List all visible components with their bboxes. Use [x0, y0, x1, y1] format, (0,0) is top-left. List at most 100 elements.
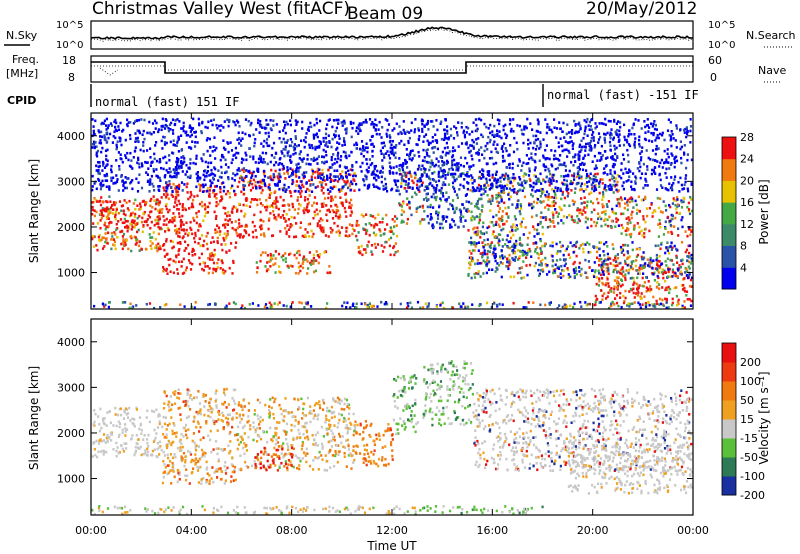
range-gate-cell	[432, 186, 435, 189]
range-gate-cell	[354, 306, 357, 310]
range-gate-cell	[137, 244, 140, 248]
range-gate-cell	[425, 192, 428, 196]
range-gate-cell	[652, 304, 655, 308]
range-gate-cell	[319, 172, 322, 175]
range-gate-cell	[136, 161, 139, 165]
range-gate-cell	[619, 284, 623, 288]
range-gate-cell	[176, 268, 179, 271]
range-gate-cell	[638, 135, 641, 139]
range-gate-cell	[230, 186, 233, 190]
range-gate-cell	[312, 135, 316, 139]
range-gate-cell	[501, 185, 504, 188]
range-gate-cell	[297, 272, 300, 275]
range-gate-cell	[583, 196, 586, 199]
range-gate-cell	[482, 192, 485, 196]
range-gate-cell	[609, 262, 612, 265]
range-gate-cell	[162, 244, 165, 247]
range-gate-cell	[578, 211, 581, 215]
range-gate-cell	[349, 214, 352, 217]
range-gate-cell	[668, 182, 671, 186]
range-gate-cell	[563, 264, 566, 268]
range-gate-cell	[565, 148, 568, 151]
range-gate-cell	[389, 150, 392, 154]
range-gate-cell	[387, 154, 390, 157]
range-gate-cell	[266, 254, 269, 257]
range-gate-cell	[631, 210, 634, 214]
range-gate-cell	[404, 180, 407, 183]
range-gate-cell	[586, 226, 589, 229]
range-gate-cell	[673, 156, 676, 159]
range-gate-cell	[295, 184, 298, 187]
range-gate-cell	[554, 186, 557, 189]
range-gate-cell	[318, 255, 321, 259]
range-gate-cell	[588, 302, 591, 306]
range-gate-cell	[643, 266, 646, 269]
range-gate-cell	[144, 201, 147, 205]
range-gate-cell	[445, 220, 448, 223]
range-gate-cell	[495, 197, 498, 200]
range-gate-cell	[590, 147, 593, 150]
range-gate-cell	[686, 274, 689, 277]
range-gate-cell	[545, 144, 548, 147]
range-gate-cell	[377, 128, 380, 131]
range-gate-cell	[316, 185, 319, 188]
range-gate-cell	[403, 143, 406, 147]
range-gate-cell	[96, 149, 100, 153]
range-gate-cell	[322, 186, 325, 190]
plot-title: Christmas Valley West (fitACF)	[92, 0, 350, 19]
range-gate-cell	[225, 304, 228, 308]
range-gate-cell	[228, 249, 231, 252]
range-gate-cell	[565, 184, 569, 188]
range-gate-cell	[607, 269, 610, 272]
range-gate-cell	[476, 226, 479, 230]
range-gate-cell	[219, 230, 222, 233]
range-gate-cell	[172, 259, 175, 263]
range-gate-cell	[159, 226, 162, 230]
range-gate-cell	[605, 297, 608, 300]
range-gate-cell	[149, 210, 152, 214]
range-gate-cell	[557, 186, 560, 190]
range-gate-cell	[606, 278, 609, 281]
range-gate-cell	[433, 188, 436, 192]
range-gate-cell	[639, 158, 643, 162]
range-gate-cell	[191, 232, 194, 236]
range-gate-cell	[471, 138, 474, 142]
range-gate-cell	[285, 188, 288, 191]
range-gate-cell	[107, 231, 110, 235]
range-gate-cell	[115, 228, 118, 232]
range-gate-cell	[180, 160, 183, 163]
range-gate-cell	[500, 275, 503, 279]
range-gate-cell	[501, 303, 504, 306]
range-gate-cell	[607, 185, 610, 188]
range-gate-cell	[365, 168, 368, 172]
range-gate-cell	[130, 228, 133, 231]
range-gate-cell	[459, 183, 462, 187]
range-gate-cell	[534, 248, 537, 251]
range-gate-cell	[320, 202, 323, 206]
range-gate-cell	[482, 169, 485, 173]
range-gate-cell	[301, 173, 304, 176]
range-gate-cell	[183, 207, 186, 210]
range-gate-cell	[381, 217, 384, 220]
range-gate-cell	[149, 244, 152, 248]
range-gate-cell	[215, 192, 218, 196]
range-gate-cell	[344, 151, 347, 154]
range-gate-cell	[520, 169, 523, 172]
range-gate-cell	[670, 213, 673, 217]
range-gate-cell	[628, 255, 631, 258]
range-gate-cell	[648, 229, 651, 233]
range-gate-cell	[259, 210, 262, 214]
range-gate-cell	[174, 185, 177, 188]
range-gate-cell	[345, 156, 348, 160]
range-gate-cell	[372, 304, 375, 308]
range-gate-cell	[241, 236, 244, 239]
range-gate-cell	[437, 175, 440, 178]
range-gate-cell	[628, 144, 632, 148]
range-gate-cell	[536, 118, 539, 121]
range-gate-cell	[532, 301, 535, 304]
range-gate-cell	[228, 266, 231, 270]
range-gate-cell	[314, 158, 317, 162]
range-gate-cell	[259, 202, 263, 205]
range-gate-cell	[516, 227, 519, 231]
range-gate-cell	[284, 252, 287, 255]
